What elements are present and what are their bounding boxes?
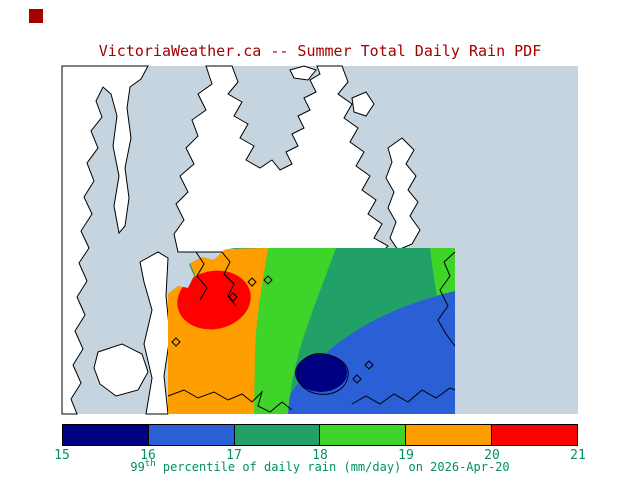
coastline-harbor-loop (297, 353, 349, 395)
island-southwest (93, 343, 149, 397)
colorbar-tick-19: 19 (398, 448, 414, 463)
colorbar-tick-17: 17 (226, 448, 242, 463)
landmass-west (61, 65, 149, 415)
station-marker (171, 337, 181, 347)
colorbar-segment-19-20 (406, 425, 493, 445)
rain-pdf-field (168, 248, 455, 414)
coastline-south-east (351, 387, 456, 405)
islet-north-2 (289, 65, 317, 81)
corner-mark (29, 9, 43, 23)
colorbar-segment-18-19 (320, 425, 407, 445)
coastline-south-west (167, 389, 293, 413)
page-title: VictoriaWeather.ca -- Summer Total Daily… (98, 42, 542, 60)
colorbar-tick-16: 16 (140, 448, 156, 463)
station-marker (228, 292, 238, 302)
colorbar-segment-17-18 (234, 425, 321, 445)
caption-number: 99 (130, 460, 145, 474)
landmass-central (173, 65, 389, 253)
colorbar (62, 424, 578, 446)
colorbar-segment-15-16 (63, 425, 149, 445)
station-marker (247, 277, 257, 287)
colorbar-tick-21: 21 (570, 448, 586, 463)
field-band-15-16 (295, 354, 347, 392)
coastline-inner-west-1 (195, 251, 208, 301)
caption-text: percentile of daily rain (mm/day) on 202… (155, 460, 510, 474)
islet-north-1 (351, 91, 375, 117)
caption-ordinal: th (144, 459, 156, 469)
field-band-18-19-west (252, 248, 336, 414)
coastline-east-edge (437, 251, 456, 347)
field-band-20-21 (177, 270, 251, 330)
island-east (385, 137, 421, 251)
colorbar-tick-15: 15 (54, 448, 70, 463)
station-marker (352, 374, 362, 384)
colorbar-tick-20: 20 (484, 448, 500, 463)
station-marker (364, 360, 374, 370)
colorbar-tick-18: 18 (312, 448, 328, 463)
station-marker (263, 275, 273, 285)
colorbar-segment-20-21 (492, 425, 577, 445)
colorbar-segment-16-17 (148, 425, 235, 445)
colorbar-caption: 99th percentile of daily rain (mm/day) o… (0, 459, 640, 474)
station-markers (171, 275, 374, 384)
